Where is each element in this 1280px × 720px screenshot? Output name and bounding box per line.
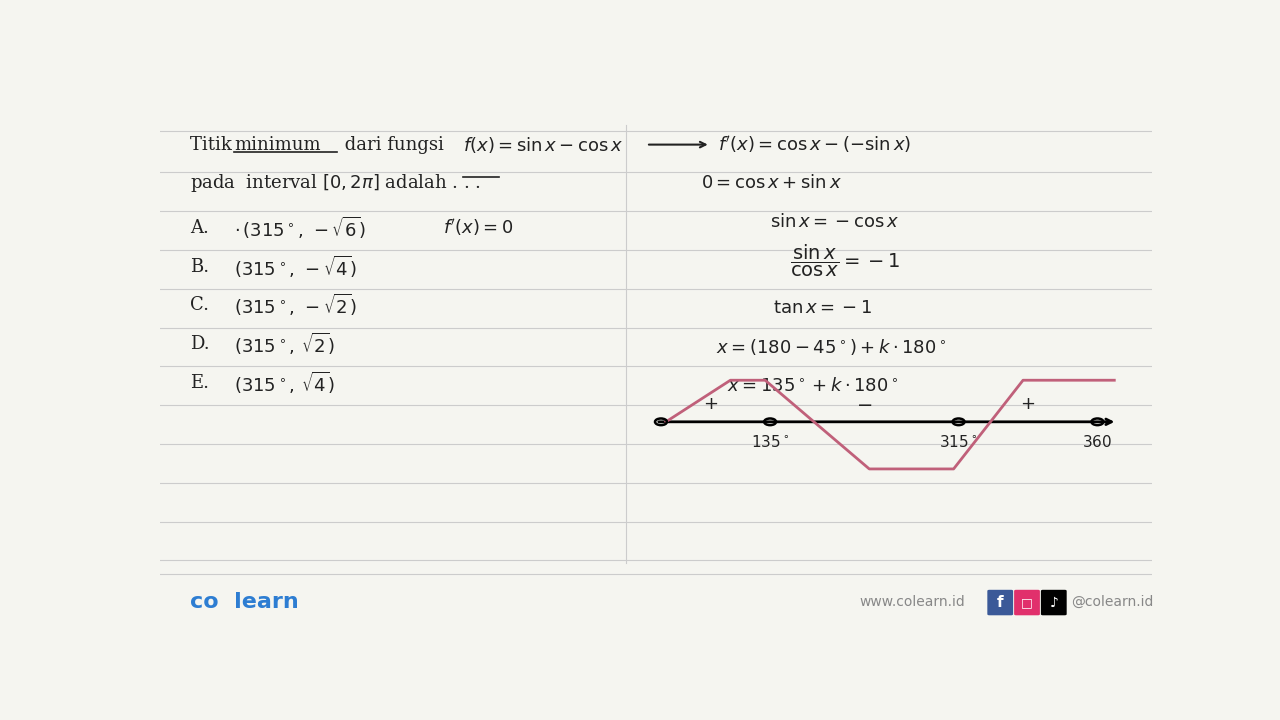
FancyBboxPatch shape [987,590,1014,616]
Text: $315^\circ$: $315^\circ$ [940,434,978,450]
Text: $+$: $+$ [1020,395,1036,413]
Text: minimum: minimum [234,135,321,153]
Text: $f'(x) = 0$: $f'(x) = 0$ [443,217,513,238]
Text: $\cdot\,(315^\circ,\,-\sqrt{6})$: $\cdot\,(315^\circ,\,-\sqrt{6})$ [234,215,366,240]
Text: dari fungsi: dari fungsi [338,135,449,153]
Text: pada  interval $[0, 2\pi]$ adalah . . .: pada interval $[0, 2\pi]$ adalah . . . [189,172,480,194]
Text: f: f [997,595,1004,610]
Text: $f(x) = \sin x - \cos x$: $f(x) = \sin x - \cos x$ [462,135,623,155]
Text: □: □ [1021,596,1033,609]
Text: Titik: Titik [189,135,237,153]
Text: $\dfrac{\sin x}{\cos x} = -1$: $\dfrac{\sin x}{\cos x} = -1$ [790,243,900,279]
Text: D.: D. [189,336,210,354]
Text: $(315^\circ,\,\sqrt{2})$: $(315^\circ,\,\sqrt{2})$ [234,331,335,357]
Text: $+$: $+$ [703,395,718,413]
Text: $f'(x) = \cos x - (-\sin x)$: $f'(x) = \cos x - (-\sin x)$ [718,134,911,155]
Text: B.: B. [189,258,209,276]
Text: $135^\circ$: $135^\circ$ [751,434,790,450]
Text: $x = 135^\circ + k \cdot 180^\circ$: $x = 135^\circ + k \cdot 180^\circ$ [727,377,899,395]
Text: $0 = \cos x + \sin x$: $0 = \cos x + \sin x$ [700,174,842,192]
Text: $\sin x = -\cos x$: $\sin x = -\cos x$ [771,213,900,231]
Text: co  learn: co learn [189,592,298,612]
Text: $(315^\circ,\,\sqrt{4})$: $(315^\circ,\,\sqrt{4})$ [234,370,335,396]
Text: ♪: ♪ [1050,595,1059,610]
Text: $-$: $-$ [856,394,873,413]
Text: A.: A. [189,219,209,237]
FancyBboxPatch shape [1014,590,1039,616]
FancyBboxPatch shape [1041,590,1066,616]
Text: @colearn.id: @colearn.id [1070,595,1153,609]
Text: C.: C. [189,297,209,315]
Text: www.colearn.id: www.colearn.id [859,595,965,609]
Text: $x = (180 - 45^\circ) + k \cdot 180^\circ$: $x = (180 - 45^\circ) + k \cdot 180^\cir… [716,337,946,357]
Text: E.: E. [189,374,209,392]
Text: $(315^\circ,\,-\sqrt{2})$: $(315^\circ,\,-\sqrt{2})$ [234,292,357,318]
Text: $(315^\circ,\,-\sqrt{4})$: $(315^\circ,\,-\sqrt{4})$ [234,253,357,279]
Text: $\tan x = -1$: $\tan x = -1$ [773,300,872,317]
Text: $360$: $360$ [1083,434,1112,450]
